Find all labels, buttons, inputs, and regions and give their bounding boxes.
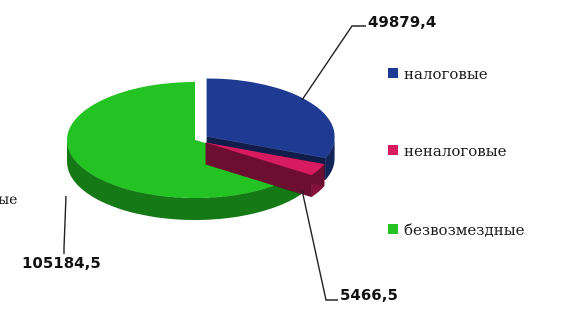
legend-item-nenalogovye: неналоговые [388, 139, 578, 163]
legend-swatch-nenalogovye [388, 145, 398, 155]
pie-slice-nenalogovye [205, 142, 325, 198]
legend-item-bezvozmezdnye: безвозмездные [388, 218, 568, 242]
leader-line-bezvozmezdnye [63, 195, 67, 254]
legend-label-nalogovye: налоговые [404, 65, 488, 83]
data-label-nenalogovye: 5466,5 [340, 286, 398, 304]
pie-slice-side-nalogovye [325, 136, 335, 181]
legend-label-bezvozmezdnye: безвозмездные [404, 221, 525, 239]
legend-swatch-bezvozmezdnye [388, 224, 398, 234]
data-label-bezvozmezdnye: 105184,5 [22, 254, 101, 272]
pie-slice-edge-nenalogovye [205, 142, 312, 198]
leader-line-nenalogovye [301, 189, 338, 301]
leader-line-nalogovye [301, 25, 366, 101]
data-label-nalogovye: 49879,4 [368, 13, 436, 31]
legend-label-nenalogovye: неналоговые [404, 142, 507, 160]
cut-off-label: ые [0, 192, 17, 208]
pie-slice-side-bezvozmezdnye [67, 140, 301, 220]
pie-slice-top-nenalogovye [205, 142, 325, 176]
legend-item-nalogovye: налоговые [388, 62, 578, 86]
legend-swatch-nalogovye [388, 68, 398, 78]
